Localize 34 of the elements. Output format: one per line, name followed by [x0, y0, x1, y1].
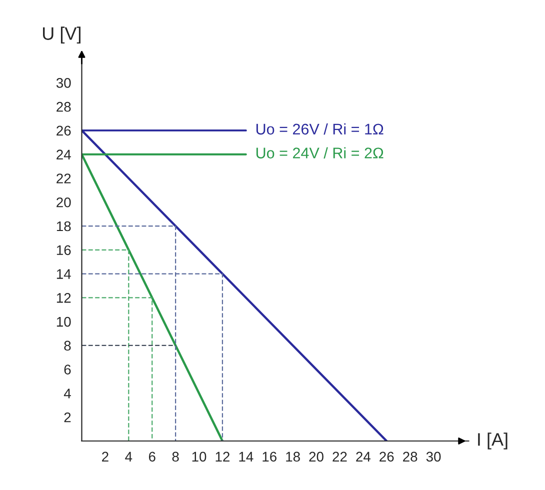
x-tick-label: 20: [309, 452, 324, 462]
y-axis-title: U [V]: [43, 26, 80, 44]
x-tick-label: 24: [356, 452, 370, 462]
y-tick-label: 2: [64, 412, 71, 422]
x-tick-label: 28: [403, 452, 418, 462]
x-tick-label: 22: [332, 452, 347, 462]
x-tick-label: 2: [102, 452, 108, 462]
y-tick-label: 12: [56, 293, 71, 303]
y-tick-label: 28: [56, 102, 71, 112]
x-tick-label: 6: [148, 452, 156, 462]
x-tick-label: 10: [192, 452, 206, 462]
x-tick-label: 30: [426, 452, 441, 462]
text: Uo = 26V / Ri = 1Ω: [256, 123, 384, 135]
x-tick-label: 26: [380, 452, 394, 462]
text: Uo = 24V / Ri = 2Ω: [256, 147, 384, 158]
y-tick-label: 26: [56, 126, 71, 136]
x-tick-label: 12: [216, 452, 230, 462]
x-axis-title: I [A]: [478, 432, 508, 450]
y-tick-label: 22: [56, 174, 71, 184]
y-tick-label: 30: [56, 78, 71, 88]
y-tick-label: 4: [64, 388, 71, 398]
x-tick-label: 16: [262, 452, 276, 462]
x-tick-label: 18: [286, 452, 300, 462]
y-tick-label: 8: [64, 340, 71, 351]
y-tick-label: 20: [56, 197, 71, 208]
x-tick-label: 4: [125, 452, 132, 462]
x-tick-label: 8: [172, 452, 179, 462]
y-tick-label: 16: [56, 245, 71, 256]
y-tick-label: 6: [64, 364, 71, 375]
y-tick-label: 10: [56, 316, 71, 327]
y-tick-label: 14: [56, 269, 71, 279]
y-tick-label: 18: [56, 221, 71, 232]
x-tick-label: 14: [239, 452, 254, 462]
y-tick-label: 24: [56, 150, 71, 160]
